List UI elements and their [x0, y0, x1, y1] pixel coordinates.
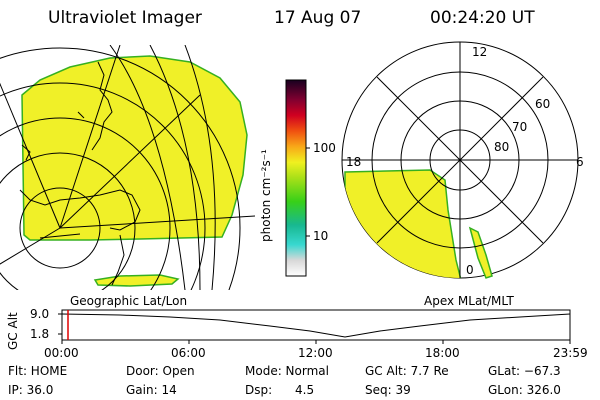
colorbar-label-10: 10 [313, 229, 329, 243]
time-tick-2359: 23:59 [553, 346, 588, 360]
colorbar-label-100: 100 [313, 141, 336, 155]
time-tick-0600: 06:00 [171, 346, 206, 360]
polar-label-80: 80 [494, 140, 510, 154]
polar-label-0: 0 [466, 263, 474, 277]
polar-label-18: 18 [346, 155, 362, 169]
latitude-circles [0, 47, 241, 290]
polar-label-60: 60 [535, 97, 551, 111]
time-tick-0000: 00:00 [44, 346, 79, 360]
aurora-blob-geographic [93, 274, 180, 287]
geographic-map [0, 45, 255, 290]
geographic-caption: Geographic Lat/Lon [70, 294, 188, 308]
altitude-chart [58, 309, 571, 344]
aurora-arc-polar [468, 226, 493, 279]
info-door: Door: Open [126, 364, 195, 378]
info-dsp: Dsp: 4.5 [245, 383, 315, 397]
polar-diagonal-b [376, 76, 544, 244]
polar-label-12: 12 [472, 45, 488, 59]
date-label: 17 Aug 07 [274, 8, 362, 28]
instrument-title: Ultraviolet Imager [48, 8, 202, 28]
longitude-lines [0, 45, 255, 290]
apex-caption: Apex MLat/MLT [424, 294, 514, 308]
polar-plot [341, 41, 579, 279]
altitude-tick-9: 9.0 [30, 307, 50, 321]
info-glat: GLat: −67.3 [488, 364, 561, 378]
info-seq: Seq: 39 [365, 383, 411, 397]
aurora-region-geographic [21, 55, 248, 241]
info-glon: GLon: 326.0 [488, 383, 561, 397]
polar-label-6: 6 [576, 155, 584, 169]
coastline [19, 61, 141, 286]
altitude-curve [61, 313, 571, 338]
time-label: 00:24:20 UT [430, 8, 535, 28]
colorbar-unit-label: photon cm⁻²s⁻¹ [259, 149, 273, 242]
info-flight: Flt: HOME [8, 364, 68, 378]
time-tick-1800: 18:00 [425, 346, 460, 360]
altitude-axis-label: GC Alt [6, 312, 20, 350]
info-ip: IP: 36.0 [8, 383, 54, 397]
info-gain: Gain: 14 [126, 383, 177, 397]
altitude-tick-1-8: 1.8 [30, 327, 50, 341]
colorbar [285, 79, 307, 277]
polar-label-70: 70 [512, 120, 528, 134]
time-tick-1200: 12:00 [298, 346, 333, 360]
info-mode: Mode: Normal [245, 364, 329, 378]
info-gc-alt: GC Alt: 7.7 Re [365, 364, 449, 378]
